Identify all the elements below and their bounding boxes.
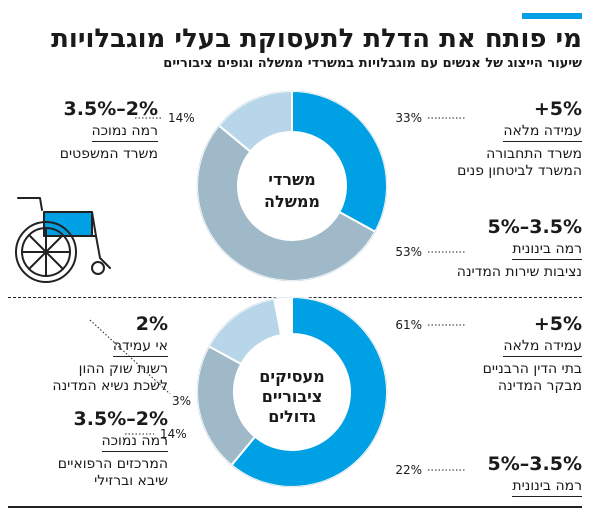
leader-line — [89, 319, 171, 395]
range-label: 3.5%–2% — [63, 98, 158, 120]
level-label: אי עמידה — [112, 338, 168, 357]
category-low-gov: 3.5%–2% רמה נמוכה משרד המשפטים — [8, 98, 158, 163]
range-label: 5%–3.5% — [487, 216, 582, 238]
center-label: מעסיקים — [259, 367, 324, 386]
org-label: משרד המשפטים — [59, 146, 158, 162]
slice-percent-label: 53% — [395, 245, 422, 259]
level-label: עמידה מלאה — [503, 123, 582, 142]
donut-outline — [196, 296, 388, 488]
slice-percent-label: 33% — [395, 111, 422, 125]
category-mid-gov: 5%–3.5% רמה בינונית נציבות שירות המדינה — [412, 216, 582, 281]
wheelchair-icon — [15, 197, 111, 283]
accent-bar — [522, 13, 582, 19]
slice-percent-label: 14% — [168, 111, 195, 125]
category-full-gov: +5% עמידה מלאה משרד התחבורה המשרד לביטחו… — [412, 98, 582, 180]
center-label: ממשלה — [264, 192, 320, 211]
org-label: המרכזים הרפואיים — [57, 456, 168, 472]
donut-slice — [196, 344, 257, 467]
org-label: שיבא וברזילי — [94, 473, 168, 489]
range-label: 5%–3.5% — [487, 453, 582, 475]
page-title: מי פותח את הדלת לתעסוקת בעלי מוגבלויות — [51, 24, 582, 54]
category-mid-public: 5%–3.5% רמה בינונית — [412, 453, 582, 497]
center-label: משרדי — [268, 170, 315, 189]
category-full-public: +5% עמידה מלאה בתי הדין הרבניים מבקר המד… — [412, 313, 582, 395]
level-label: רמה נמוכה — [91, 123, 158, 142]
slice-percent-label: 61% — [395, 318, 422, 332]
bottom-rule — [8, 506, 582, 508]
level-label: עמידה מלאה — [503, 338, 582, 357]
slice-percent-label: 22% — [395, 463, 422, 477]
slice-percent-label: 3% — [172, 394, 191, 408]
page-subtitle: שיעור הייצוג של אנשים עם מוגבלויות במשרד… — [163, 56, 582, 71]
level-label: רמה בינונית — [512, 478, 582, 497]
category-low-public: 3.5%–2% רמה נמוכה המרכזים הרפואיים שיבא … — [8, 408, 168, 490]
level-label: רמה בינונית — [512, 241, 582, 260]
org-label: משרד התחבורה — [486, 146, 582, 162]
donut-outline — [196, 90, 388, 282]
range-label: 3.5%–2% — [73, 408, 168, 430]
org-label: רשות שוק ההון — [78, 361, 168, 377]
center-label: גדולים — [268, 407, 316, 426]
center-label: ציבוריים — [262, 387, 323, 406]
category-none-public: 2% אי עמידה רשות שוק ההון לשכת נשיא המדי… — [8, 313, 168, 395]
range-label: +5% — [533, 98, 582, 120]
range-label: +5% — [533, 313, 582, 335]
range-label: 2% — [135, 313, 168, 335]
chart-gov: 33% 53% 14% משרדי ממשלה — [135, 89, 466, 282]
org-label: נציבות שירות המדינה — [456, 264, 582, 280]
org-label: המשרד לביטחון פנים — [457, 163, 582, 179]
org-label: בתי הדין הרבניים — [482, 361, 582, 377]
slice-percent-label: 14% — [160, 427, 187, 441]
level-label: רמה נמוכה — [101, 433, 168, 452]
org-label: לשכת נשיא המדינה — [52, 378, 168, 394]
org-label: מבקר המדינה — [497, 378, 582, 394]
